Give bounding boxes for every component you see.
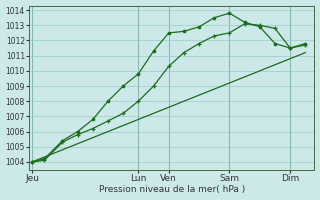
X-axis label: Pression niveau de la mer( hPa ): Pression niveau de la mer( hPa ) xyxy=(99,185,245,194)
